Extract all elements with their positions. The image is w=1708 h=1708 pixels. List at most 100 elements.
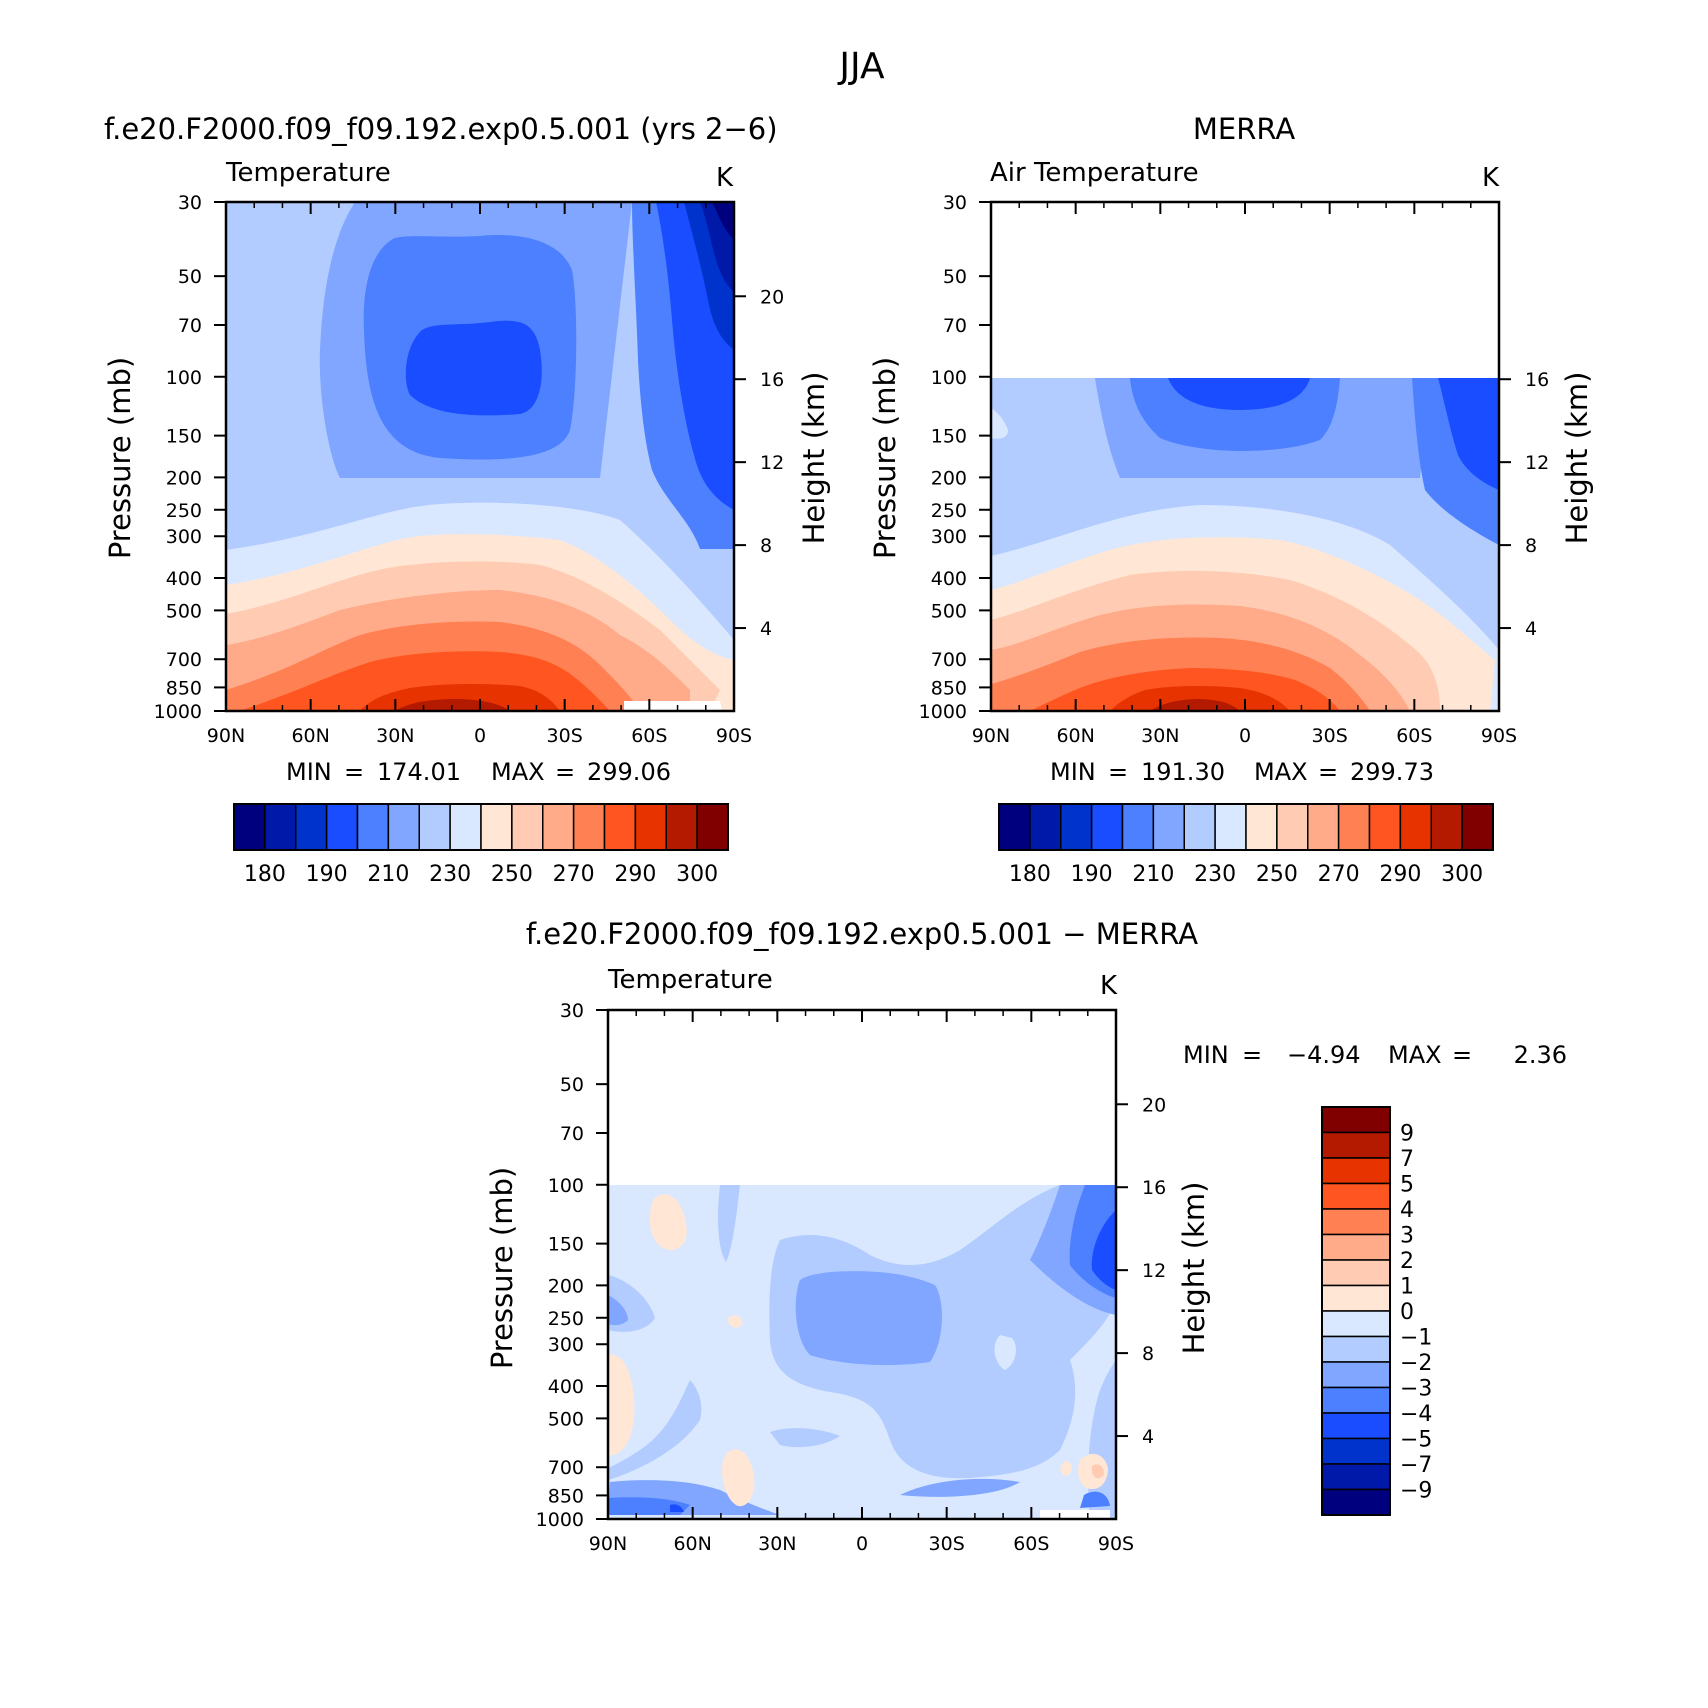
panel-diff-min-label: MIN (1183, 1041, 1229, 1069)
y-tick-label: 300 (931, 526, 967, 548)
colorbar-swatch (1321, 1106, 1391, 1134)
y-tick-label: 700 (166, 649, 202, 671)
colorbar-tick-label: 290 (614, 862, 656, 887)
colorbar-swatch (542, 803, 575, 851)
panel-obs-contour-band (1438, 378, 1499, 490)
y-tick-label: 400 (548, 1376, 584, 1398)
y-tick-label: 500 (931, 600, 967, 622)
panel-model-max-value: 299.06 (587, 758, 671, 786)
y-tick-label: 70 (560, 1123, 584, 1145)
colorbar-swatch (1368, 803, 1402, 851)
panel-obs-max-label: MAX (1254, 758, 1308, 786)
panel-model-ylabel-right: Height (km) (797, 372, 831, 545)
panel-model-ylabel: Pressure (mb) (103, 357, 137, 559)
colorbar-swatch (356, 803, 390, 851)
y-tick-label: 50 (178, 266, 202, 288)
colorbar-swatch (1321, 1284, 1391, 1312)
x-tick-label: 0 (856, 1533, 868, 1555)
panel-diff-contour-band (608, 1295, 628, 1326)
panel-model-left-label: Temperature (225, 158, 391, 188)
colorbar-tick-label: 4 (1400, 1198, 1414, 1223)
y-tick-label: 100 (548, 1175, 584, 1197)
height-tick-label: 12 (760, 452, 784, 474)
height-tick-label: 8 (760, 535, 772, 557)
colorbar-swatch (325, 803, 359, 851)
colorbar-swatch (1321, 1182, 1391, 1210)
panel-diff-max-eq: = (1452, 1041, 1472, 1069)
colorbar-tick-label: 270 (553, 862, 595, 887)
colorbar-swatch (264, 803, 297, 851)
panel-diff-contour-band (650, 1194, 687, 1250)
panel-diff-max-value: 2.36 (1514, 1041, 1567, 1069)
colorbar-swatch (1183, 803, 1216, 851)
panel-model-contour-band (712, 202, 734, 240)
colorbar-swatch (233, 803, 266, 851)
colorbar-swatch (418, 803, 451, 851)
y-tick-label: 150 (548, 1234, 584, 1256)
height-tick-label: 20 (1142, 1094, 1166, 1116)
panel-obs-colorbar: 180 190 210 230 250 270 290 300 (998, 803, 1494, 887)
colorbar-tick-label: 9 (1400, 1122, 1414, 1147)
panel-diff-contour-band (994, 1335, 1016, 1370)
panel-model-axes: 90N 60N 30N 0 30S 60S 90S 30 50 70 100 150 200 250 300… (154, 192, 785, 747)
panel-obs-minmax: MIN = 191.30 MAX = 299.73 (1050, 758, 1434, 786)
colorbar-swatch (1337, 803, 1371, 851)
y-tick-label: 30 (943, 192, 967, 214)
colorbar-swatch (998, 803, 1031, 851)
x-tick-label: 0 (1239, 725, 1251, 747)
colorbar-swatch (1307, 803, 1340, 851)
panel-model-units-label: K (716, 163, 734, 193)
panel-obs-contour-band (1168, 378, 1310, 410)
y-tick-label: 30 (560, 1000, 584, 1022)
panel-model-contour-band (405, 320, 542, 416)
height-tick-label: 20 (760, 286, 784, 308)
x-tick-label: 30N (758, 1533, 796, 1555)
colorbar-tick-label: 1 (1400, 1275, 1414, 1300)
y-tick-label: 300 (166, 526, 202, 548)
panel-obs-units-label: K (1482, 163, 1500, 193)
colorbar-swatch (1152, 803, 1185, 851)
colorbar-swatch (1321, 1386, 1391, 1414)
y-tick-label: 250 (548, 1308, 584, 1330)
panel-obs-ylabel: Pressure (mb) (868, 357, 902, 559)
colorbar-swatch (1321, 1157, 1391, 1185)
colorbar-swatch (603, 803, 637, 851)
colorbar-swatch (1321, 1335, 1391, 1363)
colorbar-tick-label: −1 (1400, 1326, 1432, 1351)
colorbar-tick-label: 210 (367, 862, 409, 887)
colorbar-swatch (1090, 803, 1124, 851)
colorbar-swatch (511, 803, 544, 851)
colorbar-tick-label: 2 (1400, 1249, 1414, 1274)
colorbar-tick-label: −2 (1400, 1351, 1432, 1376)
panel-model-colorbar: 180 190 210 230 250 270 290 300 (233, 803, 729, 887)
panel-diff-max-label: MAX (1388, 1041, 1442, 1069)
panel-diff-axes: 90N 60N 30N 0 30S 60S 90S 30 50 70 100 150 200 250 300… (536, 1000, 1167, 1555)
y-tick-label: 200 (166, 467, 202, 489)
y-tick-label: 150 (931, 426, 967, 448)
colorbar-swatch (1321, 1259, 1391, 1287)
panel-diff-contour-band (1060, 1461, 1072, 1476)
colorbar-swatch (449, 803, 482, 851)
panel-obs-title: MERRA (1193, 112, 1295, 146)
colorbar-tick-label: −4 (1400, 1402, 1432, 1427)
panel-diff-contour-band (770, 1428, 840, 1448)
y-tick-label: 400 (166, 568, 202, 590)
panel-obs-min-eq: = (1108, 758, 1128, 786)
panel-model-minmax: MIN = 174.01 MAX = 299.06 (286, 758, 671, 786)
y-tick-label: 500 (166, 600, 202, 622)
colorbar-tick-label: 230 (429, 862, 471, 887)
panel-diff-min-value: −4.94 (1287, 1041, 1361, 1069)
panel-diff-min-eq: = (1242, 1041, 1262, 1069)
x-tick-label: 30S (1312, 725, 1348, 747)
height-tick-label: 16 (1525, 369, 1549, 391)
panel-model-min-eq: = (344, 758, 364, 786)
panel-obs-plot (991, 378, 1499, 711)
panel-model-contour-band (360, 683, 560, 711)
height-tick-label: 12 (1525, 452, 1549, 474)
y-tick-label: 400 (931, 568, 967, 590)
x-tick-label: 60S (1013, 1533, 1049, 1555)
colorbar-swatch (1321, 1437, 1391, 1465)
colorbar-tick-label: 7 (1400, 1147, 1414, 1172)
y-tick-label: 50 (943, 266, 967, 288)
